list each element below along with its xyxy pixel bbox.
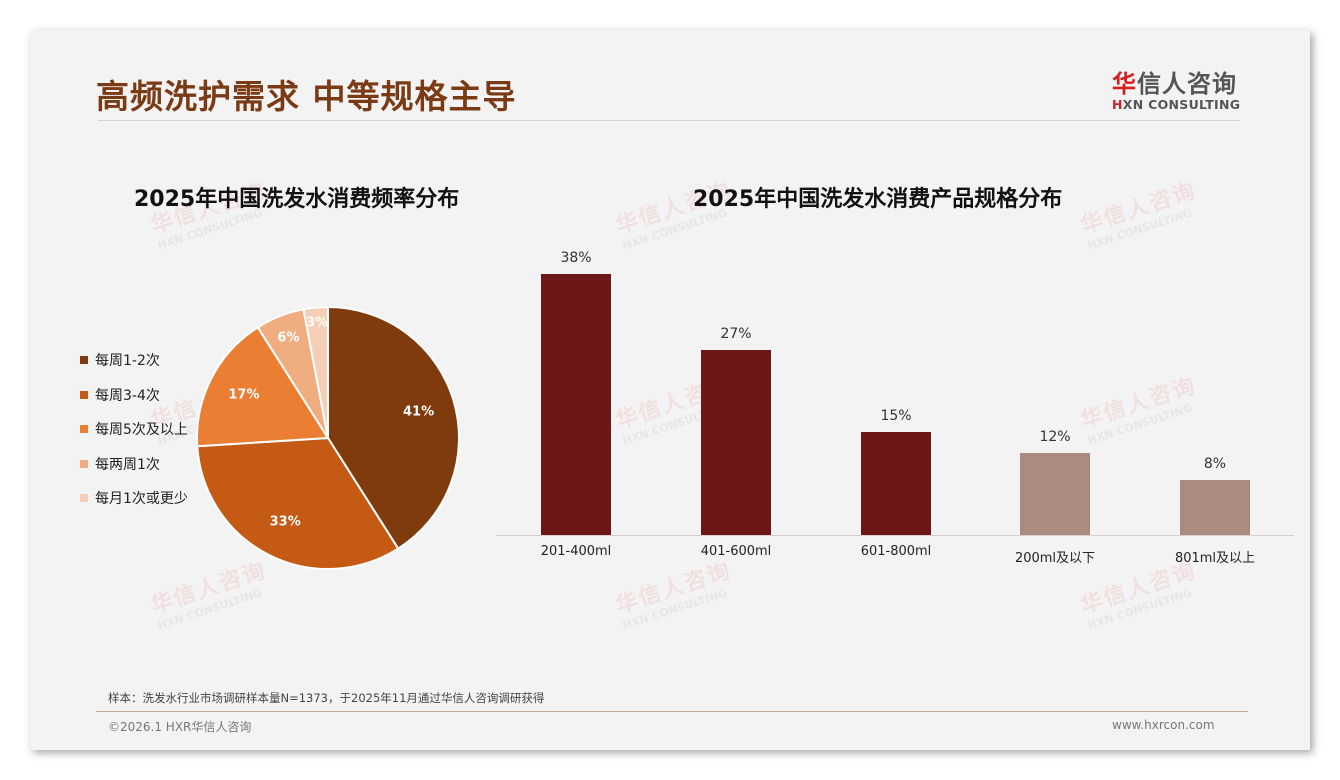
bar-value-label: 8% (1203, 456, 1227, 473)
x-axis-category-label: 200ml及以下 (1014, 551, 1096, 566)
legend-label: 每周3-4次 (95, 387, 160, 404)
x-axis-category-label: 601-800ml (860, 544, 932, 559)
x-axis-category-label: 801ml及以上 (1174, 551, 1256, 566)
legend-swatch-icon (80, 494, 88, 503)
bar-group: 8% (1180, 456, 1250, 535)
pie-slice (196, 326, 330, 448)
pie-data-label: 41% (403, 404, 435, 420)
legend-swatch-icon (80, 390, 88, 399)
copyright: ©2026.1 HXR华信人咨询 (108, 720, 252, 734)
pie-data-label: 6% (277, 330, 300, 346)
bar-value-label: 15% (880, 407, 912, 424)
legend-swatch-icon (80, 459, 88, 468)
x-axis-line (496, 535, 1294, 536)
company-logo: 华信人咨询 HXN CONSULTING (1112, 64, 1240, 112)
footer-divider (96, 711, 1248, 712)
logo-chinese: 华信人咨询 (1112, 70, 1237, 98)
pie-data-label: 17% (228, 387, 260, 403)
logo-english: HXN CONSULTING (1112, 97, 1241, 112)
bar (1020, 452, 1090, 535)
bar-value-label: 38% (560, 250, 592, 266)
page-title: 高频洗护需求 中等规格主导 (96, 77, 517, 116)
sample-note: 样本：洗发水行业市场调研样本量N=1373，于2025年11月通过华信人咨询调研… (108, 691, 545, 705)
pie-data-label: 33% (269, 514, 301, 530)
bar-value-label: 12% (1039, 428, 1071, 445)
legend-swatch-icon (80, 356, 88, 365)
pie-slice (196, 436, 400, 570)
bar-chart-title: 2025年中国洗发水消费产品规格分布 (693, 187, 1063, 212)
legend-label: 每周5次及以上 (95, 422, 188, 439)
pie-legend: 每周1-2次 每周3-4次每周5次及以上 每两周1次每月1次或更少 (80, 343, 188, 516)
pie-slice (302, 306, 329, 439)
bar-group: 38% (541, 250, 611, 535)
title-divider (98, 120, 1240, 121)
legend-swatch-icon (80, 425, 88, 434)
bar (1180, 480, 1250, 535)
bar (541, 274, 611, 535)
bar-group: 12% (1020, 429, 1090, 535)
legend-item: 每月1次或更少 (80, 481, 188, 516)
legend-item: 每周5次及以上 (80, 412, 188, 447)
bar-chart: 38% 201-400ml 27% 401-600ml 15% 601-800ml 12% 2… (496, 230, 1296, 570)
legend-label: 每两周1次 (95, 456, 160, 473)
legend-label: 每周1-2次 (95, 353, 160, 370)
x-axis-category-label: 401-600ml (700, 544, 772, 559)
slide: 华信人咨询 HXN CONSULTING 华信人咨询 HXN CONSULTING … (30, 30, 1310, 750)
bar (861, 431, 931, 535)
bar-group: 27% (701, 326, 771, 535)
bar-value-label: 27% (720, 325, 752, 342)
legend-item: 每周1-2次 (80, 343, 188, 378)
legend-item: 每周3-4次 (80, 378, 188, 413)
legend-label: 每月1次或更少 (95, 491, 188, 508)
pie-chart-title: 2025年中国洗发水消费频率分布 (134, 187, 460, 212)
pie-chart: 41% 33% 17% 6% 3% (196, 306, 460, 570)
bar (701, 349, 771, 535)
legend-item: 每两周1次 (80, 447, 188, 482)
pie-svg (196, 306, 460, 570)
pie-data-label: 3% (306, 315, 329, 331)
website-link[interactable]: www.hxrcon.com (1112, 718, 1215, 732)
x-axis-category-label: 201-400ml (540, 544, 612, 559)
bar-group: 15% (861, 408, 931, 535)
